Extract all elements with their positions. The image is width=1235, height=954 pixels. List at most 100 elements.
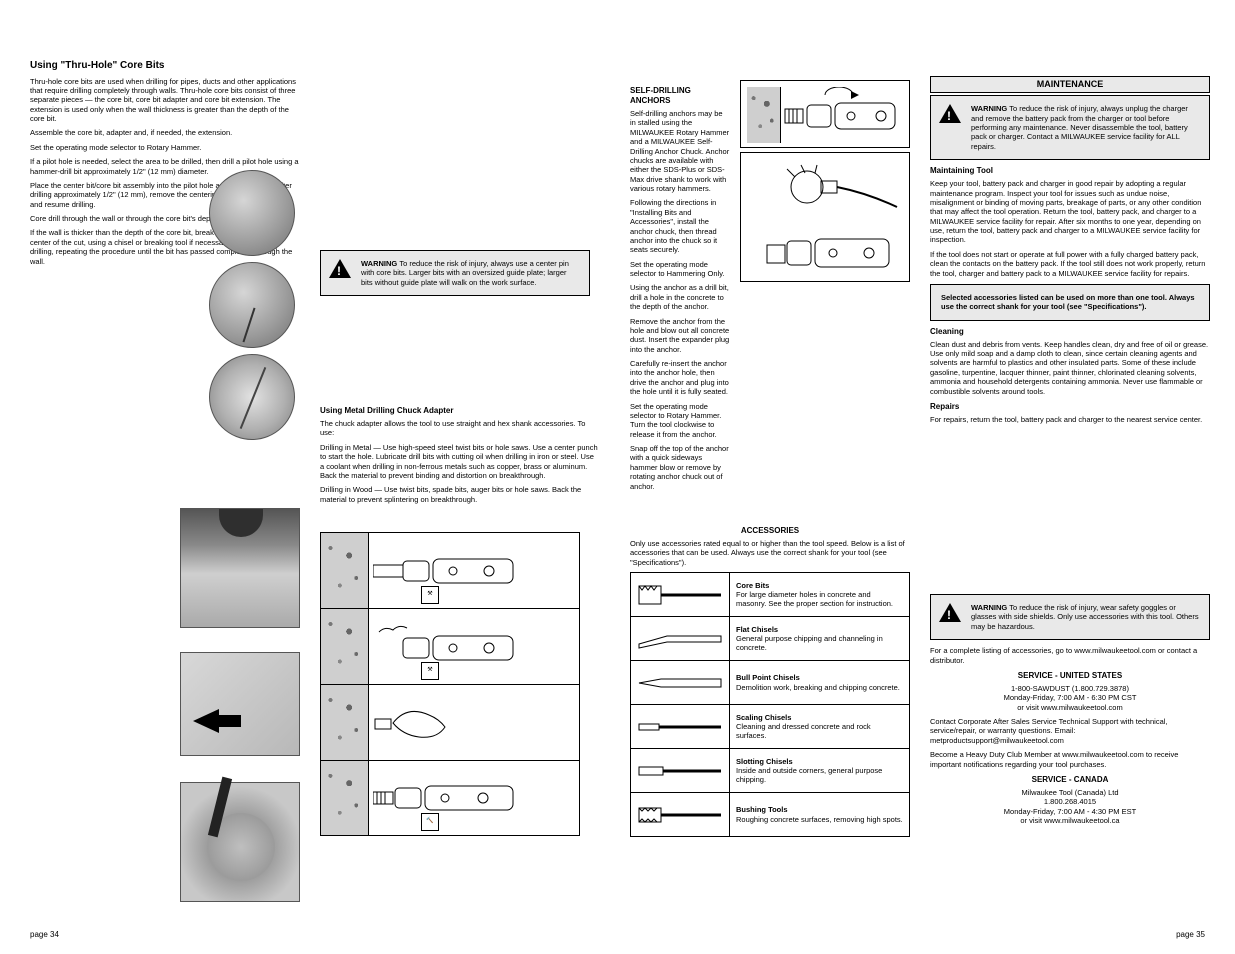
mode-hammer-drill-icon: ⚒ [421,662,439,680]
warning-label: WARNING [971,603,1007,612]
photo-break-out [180,652,300,756]
acc-desc: Demolition work, breaking and chipping c… [736,683,900,692]
column-4: MAINTENANCE WARNING To reduce the risk o… [930,76,1210,429]
page-number-left: page 34 [30,930,59,940]
warning-icon [329,259,351,278]
col2-p2: Drilling in Metal — Use high-speed steel… [320,443,600,481]
col3-s4: Carefully re-insert the anchor into the … [630,359,730,397]
acc-desc: General purpose chipping and channeling … [736,634,883,652]
warning-label: WARNING [971,104,1007,113]
acc-name: Scaling Chisels [736,713,791,722]
accessories-title: ACCESSORIES [630,526,910,536]
table-row: Scaling ChiselsCleaning and dressed conc… [631,705,910,749]
acc-desc: Cleaning and dressed concrete and rock s… [736,722,871,740]
core-bit-icon [637,580,723,610]
col2-title-1: Using Metal Drilling Chuck Adapter [320,406,600,416]
concrete-texture-icon [321,533,369,608]
cleaning-p: Clean dust and debris from vents. Keep h… [930,340,1210,396]
maintenance-title-bar: MAINTENANCE [930,76,1210,93]
acc-desc: Roughing concrete surfaces, removing hig… [736,815,903,824]
warning-icon [939,603,961,622]
col3-s2: Using the anchor as a drill bit, drill a… [630,283,730,311]
mode-hammer-drill-icon: ⚒ [421,586,439,604]
acc-name: Bushing Tools [736,805,788,814]
diagram-hammer-snap [740,152,910,282]
anchor-chuck-diagrams [740,80,910,286]
concrete-texture-icon [321,609,369,684]
table-row: Bull Point ChiselsDemolition work, break… [631,661,910,705]
cleaning-h: Cleaning [930,327,1210,337]
dropin-steps-diagram: ⚒ ⚒ 🔨 [320,532,580,836]
mode-hammer-only-icon: 🔨 [421,813,439,831]
hand-insert-anchor-icon [373,693,523,753]
column-2: Using Metal Drilling Chuck Adapter The c… [320,400,600,509]
accessories-table: Core BitsFor large diameter holes in con… [630,572,910,837]
maintaining-tool-p2: If the tool does not start or operate at… [930,250,1210,278]
bull-point-icon [637,668,723,698]
col3-s3: Remove the anchor from the hole and blow… [630,317,730,355]
col3-s5: Set the operating mode selector to Rotar… [630,402,730,440]
maintenance-warning: WARNING To reduce the risk of injury, al… [930,95,1210,160]
acc-desc: Inside and outside corners, general purp… [736,766,882,784]
tool-set-anchor-icon [373,778,523,818]
service-us-p2: Contact Corporate After Sales Service Te… [930,717,1210,745]
concrete-texture-icon [321,761,369,835]
service-ca-p: Milwaukee Tool (Canada) Ltd 1.800.268.40… [930,788,1210,826]
scaling-chisel-icon [637,712,723,742]
anchor-rotate-icon [781,87,901,143]
service-ca-h: SERVICE - CANADA [930,775,1210,785]
photo-core-1 [209,170,295,256]
accessory-warning-box: WARNING To reduce the risk of injury, we… [930,594,1210,830]
col1-intro: Thru-hole core bits are used when drilli… [30,77,300,124]
acc-desc: For large diameter holes in concrete and… [736,590,893,608]
col3-s0: Following the directions in "Installing … [630,198,730,254]
acc-name: Flat Chisels [736,625,778,634]
warning-col2-text: Selected accessories listed can be used … [941,293,1195,311]
repairs-p: For repairs, return the tool, battery pa… [930,415,1210,424]
col3-s6: Snap off the top of the anchor with a qu… [630,444,730,491]
service-us-p: 1-800-SAWDUST (1.800.729.3878) Monday-Fr… [930,684,1210,712]
page-number-right: page 35 [1176,930,1205,940]
diagram-anchor-rotate [740,80,910,148]
service-us-h: SERVICE - UNITED STATES [930,671,1210,681]
column-3: SELF-DRILLING ANCHORS Self-drilling anch… [630,80,730,496]
photo-core-hole [180,782,300,902]
flat-chisel-icon [637,624,723,654]
accessories-intro: Only use accessories rated equal to or h… [630,539,910,567]
photo-strip [200,170,304,446]
table-row: Slotting ChiselsInside and outside corne… [631,749,910,793]
photo-core-3 [209,354,295,440]
arrow-left-icon [193,709,219,733]
bushing-tool-icon [637,800,723,830]
col1-title: Using "Thru-Hole" Core Bits [30,60,300,73]
warning-col2-box: Selected accessories listed can be used … [930,284,1210,321]
table-row: Bushing ToolsRoughing concrete surfaces,… [631,793,910,837]
col2-p3: Drilling in Wood — Use twist bits, spade… [320,485,600,504]
col3-s1: Set the operating mode selector to Hamme… [630,260,730,279]
tool-blow-dust-icon [373,622,523,672]
repairs-h: Repairs [930,402,1210,412]
photo-core-2 [209,262,295,348]
tool-with-bit-icon [373,551,523,591]
photo-drill-through [180,508,300,628]
col1-step-0: Assemble the core bit, adapter and, if n… [30,128,300,137]
table-row: Flat ChiselsGeneral purpose chipping and… [631,617,910,661]
acc-name: Slotting Chisels [736,757,793,766]
maintaining-tool-h: Maintaining Tool [930,166,1210,176]
slotting-chisel-icon [637,756,723,786]
warning-center-pin: WARNING To reduce the risk of injury, al… [320,250,590,296]
acc-name: Core Bits [736,581,769,590]
acc-name: Bull Point Chisels [736,673,800,682]
col1-step-1: Set the operating mode selector to Rotar… [30,143,300,152]
warning-icon [939,104,961,123]
service-us-p3: Become a Heavy Duty Club Member at www.m… [930,750,1210,769]
concrete-texture-icon [321,685,369,760]
col3-p1: Self-drilling anchors may be in stalled … [630,109,730,193]
acc-p1: For a complete listing of accessories, g… [930,646,1210,665]
col2-p1: The chuck adapter allows the tool to use… [320,419,600,438]
maintaining-tool-p: Keep your tool, battery pack and charger… [930,179,1210,245]
hammer-snap-icon [747,159,903,277]
col3-h1: SELF-DRILLING ANCHORS [630,86,730,106]
accessories-section: ACCESSORIES Only use accessories rated e… [630,520,910,837]
table-row: Core BitsFor large diameter holes in con… [631,573,910,617]
